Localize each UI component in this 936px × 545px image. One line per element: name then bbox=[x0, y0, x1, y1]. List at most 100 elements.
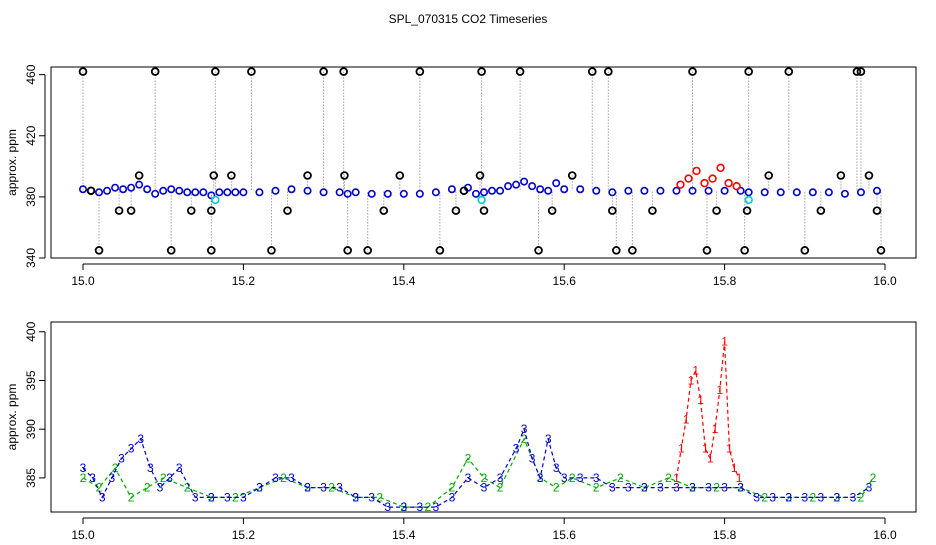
point-main bbox=[199, 188, 208, 197]
x-tick-label: 15.4 bbox=[392, 528, 416, 540]
point-label-3: 3 bbox=[521, 422, 528, 436]
point-label-3: 3 bbox=[449, 490, 456, 504]
point-label-3: 3 bbox=[89, 471, 96, 485]
point-main bbox=[183, 188, 192, 197]
point-label-2: 2 bbox=[870, 471, 877, 485]
plot-frame bbox=[50, 66, 917, 259]
point-label-3: 3 bbox=[256, 481, 263, 495]
point-label-3: 3 bbox=[673, 481, 680, 495]
point-main bbox=[319, 188, 328, 197]
point-label-2: 2 bbox=[553, 481, 560, 495]
point-outliers bbox=[856, 67, 866, 76]
point-label-2: 2 bbox=[280, 471, 287, 485]
point-outliers bbox=[628, 246, 637, 255]
point-main bbox=[103, 186, 112, 195]
point-main bbox=[552, 179, 561, 188]
point-main bbox=[415, 189, 424, 198]
y-tick-label: 385 bbox=[24, 468, 38, 488]
y-tick-label: 460 bbox=[24, 64, 38, 84]
series-line-2 bbox=[82, 437, 874, 508]
point-main bbox=[431, 188, 440, 197]
point-label-1: 1 bbox=[673, 471, 680, 485]
point-label-3: 3 bbox=[625, 481, 632, 495]
point-label-3: 3 bbox=[368, 490, 375, 504]
point-label-2: 2 bbox=[497, 481, 504, 495]
point-outliers bbox=[126, 206, 136, 215]
point-main bbox=[608, 188, 617, 197]
point-label-3: 3 bbox=[769, 490, 776, 504]
x-tick-label: 15.2 bbox=[232, 528, 256, 540]
point-outliers bbox=[94, 246, 104, 255]
point-main bbox=[231, 188, 240, 197]
point-outliers bbox=[742, 206, 752, 215]
point-label-2: 2 bbox=[481, 471, 488, 485]
point-main bbox=[447, 185, 456, 194]
y-tick-label: 380 bbox=[24, 187, 38, 207]
point-label-2: 2 bbox=[376, 490, 383, 504]
point-outliers bbox=[343, 246, 352, 255]
point-outliers bbox=[303, 171, 312, 180]
point-label-3: 3 bbox=[737, 481, 744, 495]
point-label-1: 1 bbox=[688, 373, 695, 387]
point-outliers bbox=[186, 206, 196, 215]
point-outliers bbox=[702, 246, 712, 255]
point-main bbox=[520, 177, 529, 186]
point-label-3: 3 bbox=[850, 490, 857, 504]
point-main bbox=[159, 186, 168, 195]
point-outliers bbox=[114, 206, 124, 215]
point-outliers bbox=[744, 67, 753, 76]
point-outliers bbox=[547, 206, 557, 215]
y-tick-label: 390 bbox=[24, 419, 38, 439]
plot-marks bbox=[78, 67, 886, 255]
point-label-1: 1 bbox=[683, 412, 690, 426]
y-axis-label: approx. ppm bbox=[5, 384, 19, 451]
point-label-2: 2 bbox=[80, 471, 87, 485]
point-outliers bbox=[207, 246, 216, 255]
point-label-3: 3 bbox=[272, 471, 279, 485]
point-label-2: 2 bbox=[858, 490, 865, 504]
point-label-3: 3 bbox=[352, 490, 359, 504]
point-main bbox=[343, 189, 352, 198]
point-outliers bbox=[475, 171, 485, 180]
point-label-3: 3 bbox=[801, 490, 808, 504]
point-outliers bbox=[319, 67, 328, 76]
point-main bbox=[239, 188, 248, 197]
point-outliers bbox=[339, 67, 348, 76]
point-main bbox=[255, 188, 264, 197]
point-label-3: 3 bbox=[304, 481, 311, 495]
point-label-2: 2 bbox=[144, 481, 151, 495]
point-label-3: 3 bbox=[288, 471, 295, 485]
point-label-3: 3 bbox=[513, 442, 520, 456]
point-outliers bbox=[134, 171, 144, 180]
point-main bbox=[79, 185, 88, 194]
point-label-2: 2 bbox=[593, 481, 600, 495]
point-label-2: 2 bbox=[617, 471, 624, 485]
point-outliers bbox=[648, 206, 657, 215]
point-cyan-points bbox=[211, 195, 220, 205]
point-main bbox=[760, 188, 769, 197]
point-main bbox=[544, 186, 553, 195]
point-label-3: 3 bbox=[641, 481, 648, 495]
point-label-3: 3 bbox=[561, 471, 568, 485]
point-label-2: 2 bbox=[809, 490, 816, 504]
point-main bbox=[127, 183, 136, 192]
point-outliers bbox=[608, 206, 617, 215]
point-main bbox=[191, 188, 200, 197]
point-label-2: 2 bbox=[737, 481, 744, 495]
point-label-3: 3 bbox=[545, 432, 552, 446]
point-cyan-points bbox=[477, 195, 486, 205]
point-main bbox=[351, 188, 360, 197]
x-tick-label: 15.0 bbox=[71, 528, 95, 540]
point-label-3: 3 bbox=[481, 481, 488, 495]
point-label-3: 3 bbox=[866, 481, 873, 495]
point-main bbox=[856, 188, 865, 197]
point-outliers bbox=[267, 246, 276, 255]
point-label-2: 2 bbox=[160, 471, 167, 485]
point-channel-1-excursion bbox=[724, 178, 733, 188]
point-label-2: 2 bbox=[425, 500, 432, 514]
point-outliers bbox=[78, 67, 88, 76]
point-main bbox=[287, 185, 296, 194]
point-outliers bbox=[800, 246, 810, 255]
point-outliers bbox=[247, 67, 256, 76]
